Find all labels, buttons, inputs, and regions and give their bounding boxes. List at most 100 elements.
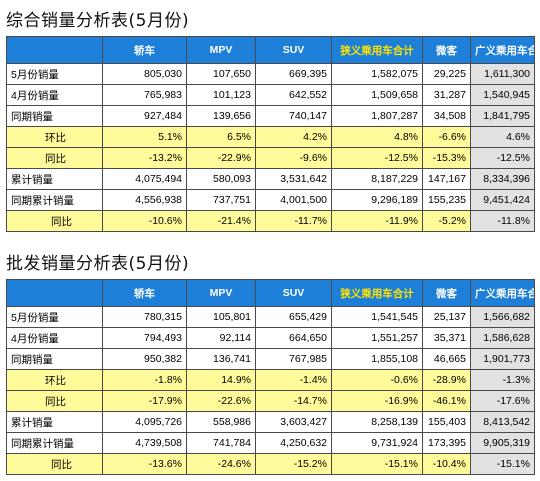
table-cell: 642,552 — [255, 84, 332, 106]
table-cell: 8,258,139 — [331, 411, 423, 433]
table-cell: -5.2% — [422, 210, 471, 232]
row-label: 5月份销量 — [6, 63, 103, 85]
table-cell: -1.4% — [255, 369, 332, 391]
table-cell: 105,801 — [186, 306, 256, 328]
table-cell: 14.9% — [186, 369, 256, 391]
header-cell: 微客 — [422, 279, 471, 307]
table-row: 5月份销量 780,315 105,801 655,429 1,541,545 25,13… — [6, 306, 535, 328]
table-cell: 1,855,108 — [331, 348, 423, 370]
table-cell: 1,901,773 — [470, 348, 535, 370]
table-cell: 4,556,938 — [102, 189, 187, 211]
table-cell: 4,095,726 — [102, 411, 187, 433]
table-cell: 3,603,427 — [255, 411, 332, 433]
table-cell: 780,315 — [102, 306, 187, 328]
table-cell: 46,665 — [422, 348, 471, 370]
table-cell: 4,250,632 — [255, 432, 332, 454]
table-cell: 805,030 — [102, 63, 187, 85]
table-row: 同期销量 950,382 136,741 767,985 1,855,108 46,665… — [6, 348, 535, 370]
table-cell: 35,371 — [422, 327, 471, 349]
table-cell: -17.9% — [102, 390, 187, 412]
table-cell: -21.4% — [186, 210, 256, 232]
table-cell: 9,731,924 — [331, 432, 423, 454]
table-cell: -16.9% — [331, 390, 423, 412]
table-cell: 741,784 — [186, 432, 256, 454]
table-row: 5月份销量 805,030 107,650 669,395 1,582,075 29,22… — [6, 63, 535, 85]
table-cell: 9,451,424 — [470, 189, 535, 211]
table-cell: -12.5% — [470, 147, 535, 169]
row-label: 环比 — [6, 126, 103, 148]
header-cell: SUV — [255, 279, 332, 307]
table-cell: 29,225 — [422, 63, 471, 85]
table-cell: -12.5% — [331, 147, 423, 169]
row-label: 环比 — [6, 369, 103, 391]
header-cell: 轿车 — [102, 36, 187, 64]
table-cell: 765,983 — [102, 84, 187, 106]
table-cell: 1,586,628 — [470, 327, 535, 349]
row-label: 同期销量 — [6, 105, 103, 127]
table-row: 累计销量 4,075,494 580,093 3,531,642 8,187,229 14… — [6, 168, 535, 190]
wholesale-sales-table: 轿车 MPV SUV 狭义乘用车合计 微客 广义乘用车合计 5月份销量780,3… — [6, 279, 535, 475]
table-cell: 92,114 — [186, 327, 256, 349]
table-cell: -15.1% — [470, 453, 535, 475]
row-label: 同比 — [6, 453, 103, 475]
table-cell: 580,093 — [186, 168, 256, 190]
retail-sales-table: 轿车 MPV SUV 狭义乘用车合计 微客 广义乘用车合计 5月份销量805,0… — [6, 36, 535, 232]
row-label: 同期销量 — [6, 348, 103, 370]
table-cell: -6.6% — [422, 126, 471, 148]
table-cell: 155,235 — [422, 189, 471, 211]
table-row: 环比 5.1% 6.5% 4.2% 4.8% -6.6% 4.6% — [6, 126, 535, 148]
table-cell: -11.8% — [470, 210, 535, 232]
row-label: 累计销量 — [6, 168, 103, 190]
row-label: 同期累计销量 — [6, 189, 103, 211]
table-cell: 155,403 — [422, 411, 471, 433]
table-row: 同期累计销量 4,739,508 741,784 4,250,632 9,731,924… — [6, 432, 535, 454]
table-cell: -13.2% — [102, 147, 187, 169]
table-cell: -11.9% — [331, 210, 423, 232]
table-cell: 6.5% — [186, 126, 256, 148]
table-row: 4月份销量 794,493 92,114 664,650 1,551,257 35,371… — [6, 327, 535, 349]
table-row: 同比 -13.6% -24.6% -15.2% -15.1% -10.4% -15.1% — [6, 453, 535, 475]
row-label: 同期累计销量 — [6, 432, 103, 454]
table1-title: 综合销量分析表(5月份) — [6, 11, 190, 31]
table-cell: 1,551,257 — [331, 327, 423, 349]
table-cell: -1.8% — [102, 369, 187, 391]
header-cell: 轿车 — [102, 279, 187, 307]
table-cell: 147,167 — [422, 168, 471, 190]
header-cell: 广义乘用车合计 — [470, 36, 535, 64]
table-cell: 4,075,494 — [102, 168, 187, 190]
header-cell: MPV — [186, 36, 256, 64]
header-cell: 狭义乘用车合计 — [331, 279, 423, 307]
table-cell: -1.3% — [470, 369, 535, 391]
table-header-row: 轿车 MPV SUV 狭义乘用车合计 微客 广义乘用车合计 — [6, 36, 535, 64]
table-cell: 8,334,396 — [470, 168, 535, 190]
table-cell: 34,508 — [422, 105, 471, 127]
table-cell: -46.1% — [422, 390, 471, 412]
table-cell: 655,429 — [255, 306, 332, 328]
table-cell: 139,656 — [186, 105, 256, 127]
table-cell: 4.6% — [470, 126, 535, 148]
table-cell: 1,509,658 — [331, 84, 423, 106]
header-cell: 广义乘用车合计 — [470, 279, 535, 307]
table-cell: 1,540,945 — [470, 84, 535, 106]
table-cell: 737,751 — [186, 189, 256, 211]
header-cell: MPV — [186, 279, 256, 307]
table-header-row: 轿车 MPV SUV 狭义乘用车合计 微客 广义乘用车合计 — [6, 279, 535, 307]
row-label: 同比 — [6, 147, 103, 169]
table-cell: -28.9% — [422, 369, 471, 391]
header-cell: SUV — [255, 36, 332, 64]
table-cell: 4,001,500 — [255, 189, 332, 211]
table-row: 环比 -1.8% 14.9% -1.4% -0.6% -28.9% -1.3% — [6, 369, 535, 391]
table-cell: -13.6% — [102, 453, 187, 475]
row-label: 5月份销量 — [6, 306, 103, 328]
table-cell: -24.6% — [186, 453, 256, 475]
table-row: 同期累计销量 4,556,938 737,751 4,001,500 9,296,189… — [6, 189, 535, 211]
table-cell: 1,566,682 — [470, 306, 535, 328]
table-cell: 1,541,545 — [331, 306, 423, 328]
table-cell: -9.6% — [255, 147, 332, 169]
table-cell: 4.8% — [331, 126, 423, 148]
table-row: 同比 -17.9% -22.6% -14.7% -16.9% -46.1% -17.6% — [6, 390, 535, 412]
table-cell: 3,531,642 — [255, 168, 332, 190]
table-cell: -15.3% — [422, 147, 471, 169]
table-cell: 173,395 — [422, 432, 471, 454]
header-cell — [6, 36, 103, 64]
